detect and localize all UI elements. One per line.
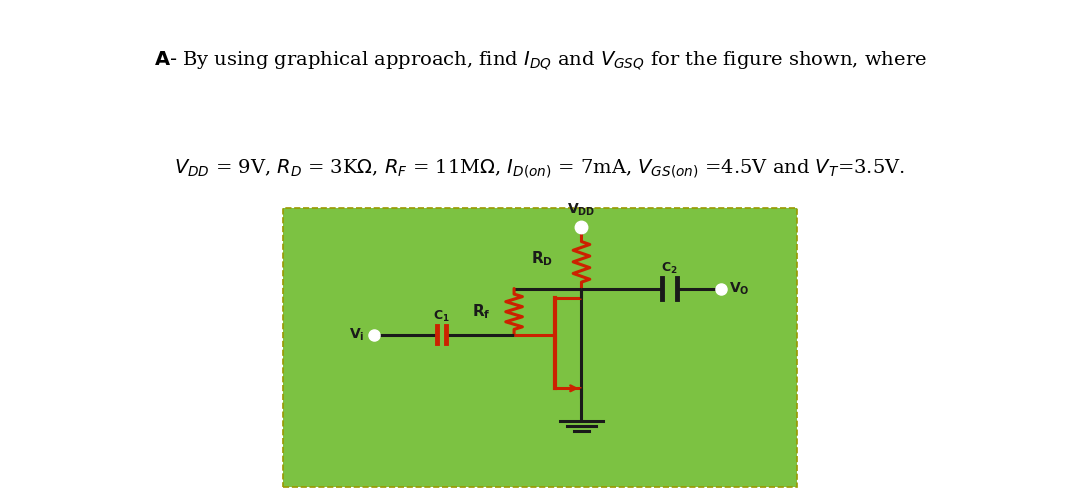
- Text: $\mathbf{C_1}$: $\mathbf{C_1}$: [433, 309, 450, 324]
- Text: $\mathbf{V_{DD}}$: $\mathbf{V_{DD}}$: [567, 202, 596, 218]
- Text: $\mathbf{V_i}$: $\mathbf{V_i}$: [349, 327, 365, 343]
- Text: $\mathbf{R_f}$: $\mathbf{R_f}$: [472, 302, 490, 321]
- Text: $\mathbf{V_O}$: $\mathbf{V_O}$: [729, 281, 750, 297]
- Text: $\mathbf{R_D}$: $\mathbf{R_D}$: [530, 249, 553, 268]
- FancyBboxPatch shape: [283, 209, 797, 487]
- Text: $V_{DD}$ = 9V, $R_D$ = 3K$\Omega$, $R_F$ = 11M$\Omega$, $I_{D(on)}$ = 7mA, $V_{G: $V_{DD}$ = 9V, $R_D$ = 3K$\Omega$, $R_F$…: [175, 158, 905, 180]
- Text: $\mathbf{A\text{-}}$ By using graphical approach, find $I_{DQ}$ and $V_{GSQ}$ fo: $\mathbf{A\text{-}}$ By using graphical …: [153, 50, 927, 72]
- Text: $\mathbf{C_2}$: $\mathbf{C_2}$: [661, 260, 678, 276]
